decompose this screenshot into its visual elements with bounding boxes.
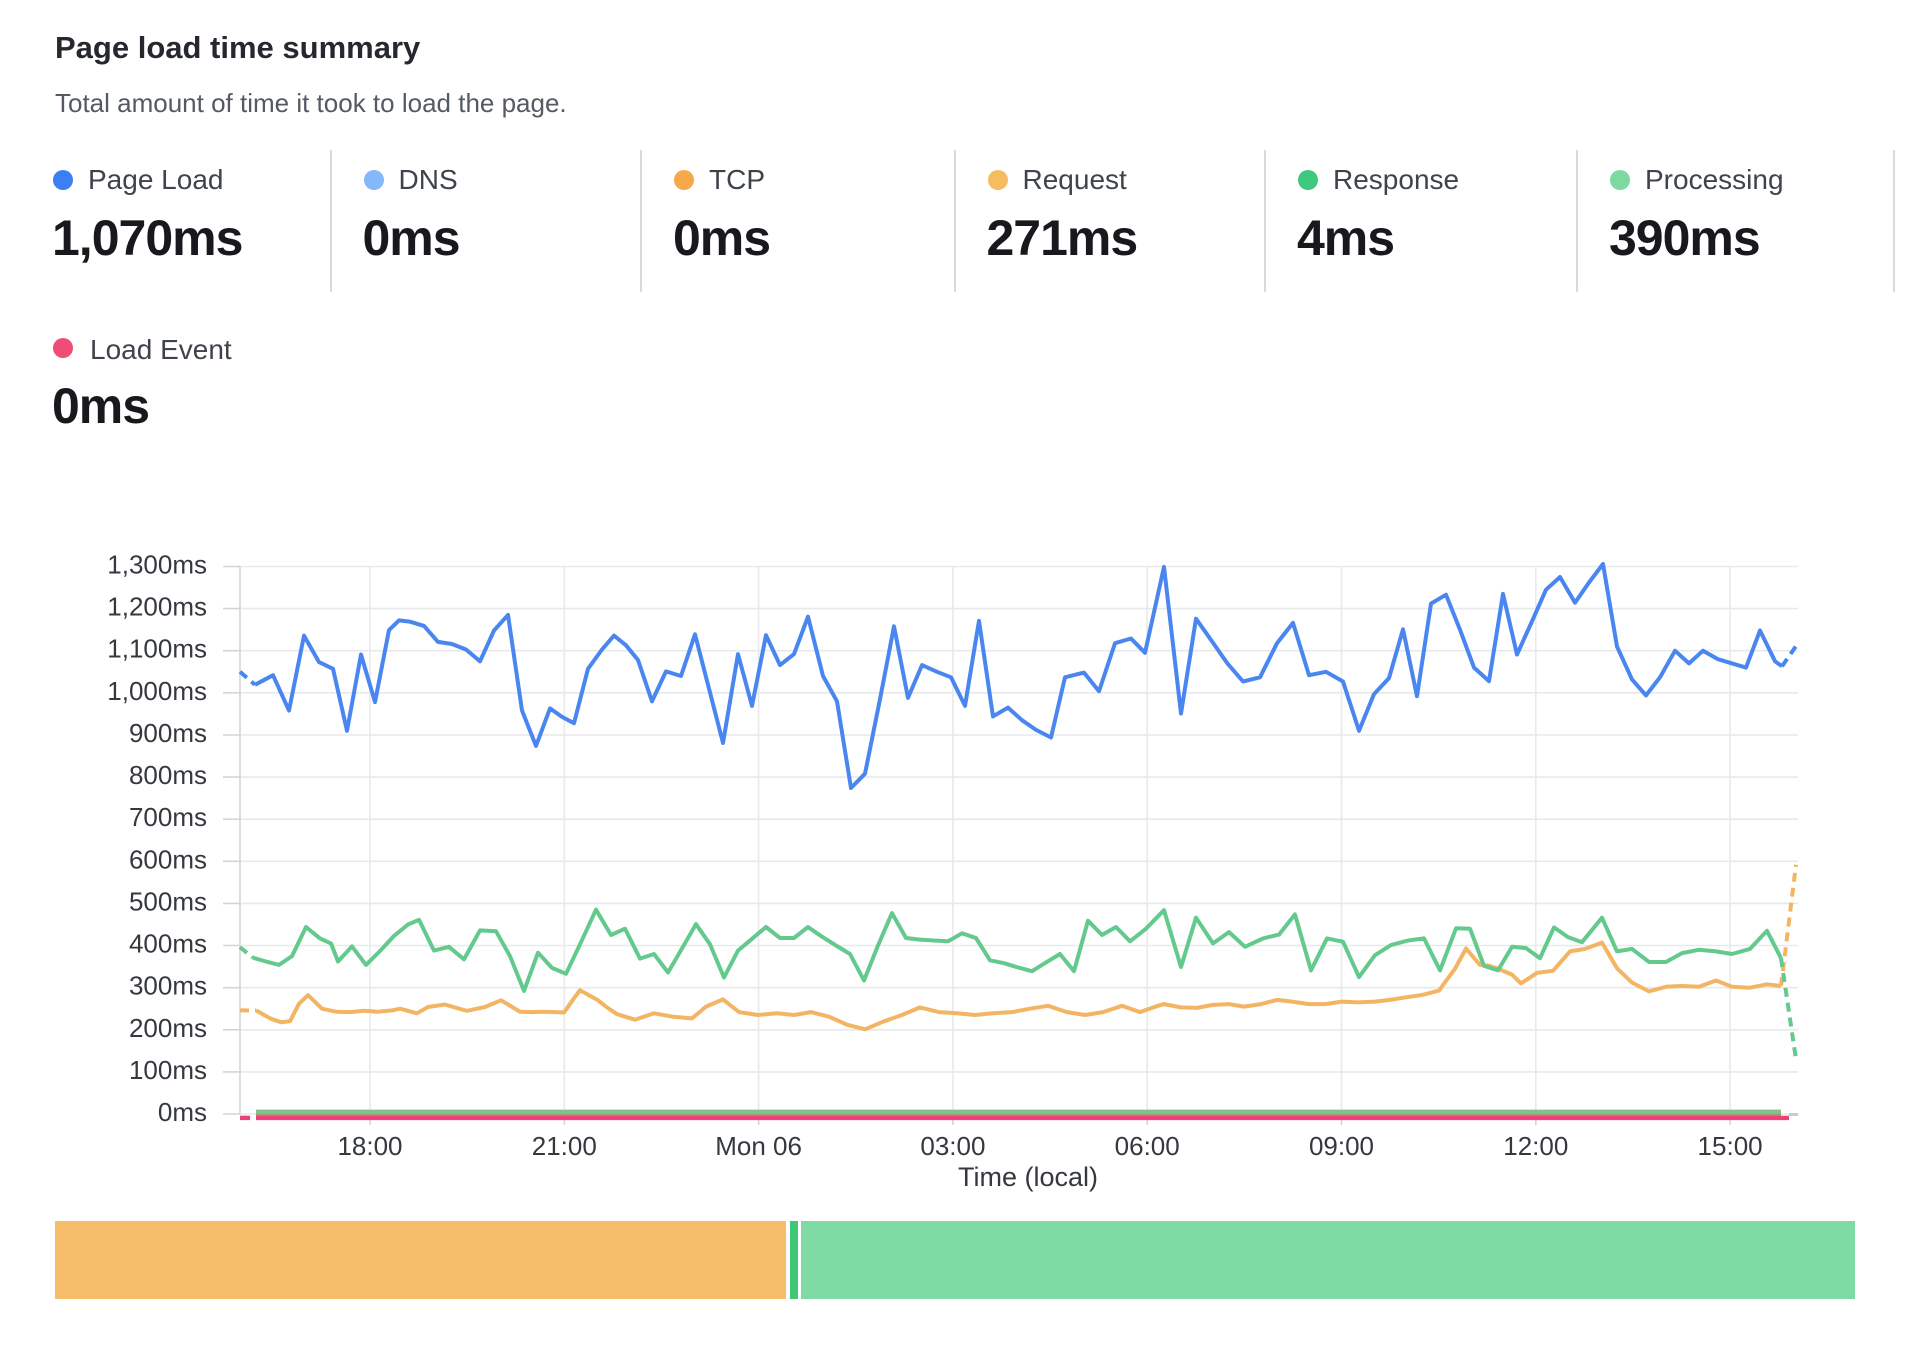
svg-text:600ms: 600ms <box>129 844 207 874</box>
svg-text:1,100ms: 1,100ms <box>107 634 207 664</box>
svg-text:21:00: 21:00 <box>532 1131 597 1161</box>
svg-text:100ms: 100ms <box>129 1055 207 1085</box>
svg-text:1,200ms: 1,200ms <box>107 592 207 622</box>
svg-text:18:00: 18:00 <box>337 1131 402 1161</box>
svg-text:09:00: 09:00 <box>1309 1131 1374 1161</box>
svg-text:Time (local): Time (local) <box>958 1162 1098 1192</box>
svg-text:300ms: 300ms <box>129 971 207 1001</box>
svg-text:200ms: 200ms <box>129 1013 207 1043</box>
svg-text:12:00: 12:00 <box>1503 1131 1568 1161</box>
svg-text:1,300ms: 1,300ms <box>107 550 207 580</box>
svg-text:Mon 06: Mon 06 <box>715 1131 802 1161</box>
svg-text:700ms: 700ms <box>129 802 207 832</box>
svg-text:800ms: 800ms <box>129 760 207 790</box>
svg-text:06:00: 06:00 <box>1115 1131 1180 1161</box>
svg-text:900ms: 900ms <box>129 718 207 748</box>
svg-text:1,000ms: 1,000ms <box>107 676 207 706</box>
svg-text:03:00: 03:00 <box>920 1131 985 1161</box>
svg-text:400ms: 400ms <box>129 929 207 959</box>
svg-text:0ms: 0ms <box>158 1097 207 1127</box>
svg-text:500ms: 500ms <box>129 886 207 916</box>
svg-text:15:00: 15:00 <box>1698 1131 1763 1161</box>
